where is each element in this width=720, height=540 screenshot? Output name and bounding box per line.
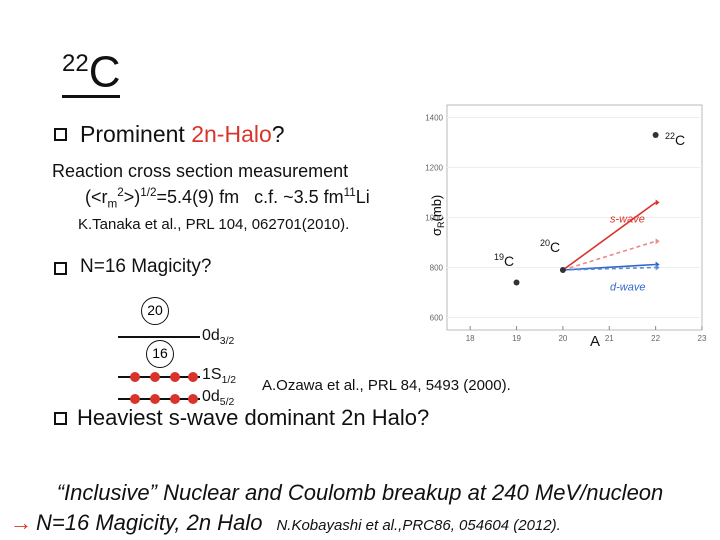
footer-line: → N=16 Magicity, 2n Halo N.Kobayashi et al… <box>10 510 561 536</box>
y-axis-label: σR(mb) <box>429 195 446 236</box>
x-tick-label: 18 <box>466 334 475 343</box>
text: (<r <box>85 187 108 207</box>
level-label: 1S1/2 <box>202 366 236 386</box>
nucleon <box>130 394 140 404</box>
bullet <box>54 128 67 141</box>
symbol: C <box>675 132 685 148</box>
x-tick-label: 19 <box>512 334 521 343</box>
bullet-text: Heaviest s-wave dominant 2n Halo? <box>77 405 430 430</box>
text: σ <box>429 228 444 236</box>
data-point <box>559 267 566 273</box>
text: Reaction cross section measurement <box>52 161 349 181</box>
sup: 11 <box>343 186 356 199</box>
x-axis-label: A <box>590 333 600 350</box>
text: ? <box>271 121 285 147</box>
text: 0d <box>202 388 220 405</box>
data-point <box>652 132 659 138</box>
sup: 2 <box>117 186 124 199</box>
line-end-marker <box>655 238 660 245</box>
level-label: 0d5/2 <box>202 388 234 408</box>
level-label: 0d3/2 <box>202 327 234 347</box>
sup: 1/2 <box>140 186 157 199</box>
bullet-text: Prominent 2n-Halo? <box>80 121 285 148</box>
x-tick-label: 22 <box>651 334 660 343</box>
mass: 20 <box>540 238 550 248</box>
text: (mb) <box>429 195 444 222</box>
nucleon <box>150 394 160 404</box>
sub: 1/2 <box>221 375 237 387</box>
highlight: 2n-Halo <box>191 121 272 147</box>
text: >) <box>123 187 141 207</box>
y-tick-label: 600 <box>430 314 444 323</box>
sub: 5/2 <box>219 397 235 409</box>
footer-line: “Inclusive” Nuclear and Coulomb breakup … <box>56 480 664 505</box>
text: =5.4(9) fm c.f. ~3.5 fm <box>156 187 344 207</box>
sub: R <box>436 221 446 228</box>
x-tick-label: 21 <box>605 334 614 343</box>
level-line <box>118 336 200 338</box>
mass: 22 <box>665 131 675 141</box>
nucleon <box>130 372 140 382</box>
nucleon <box>170 372 180 382</box>
mass: 19 <box>494 252 504 262</box>
data-point <box>513 279 520 286</box>
symbol: C <box>88 47 121 97</box>
point-label: 19C <box>494 252 514 269</box>
text: N=16 Magicity, 2n Halo <box>36 510 263 535</box>
magic-number: 20 <box>141 297 169 325</box>
reference: K.Tanaka et al., PRL 104, 062701(2010). <box>78 216 350 233</box>
mass: 22 <box>62 50 89 77</box>
nucleon <box>188 372 198 382</box>
y-tick-label: 1000 <box>425 214 443 223</box>
line <box>562 240 656 271</box>
x-tick-label: 20 <box>558 334 567 343</box>
nucleon <box>188 394 198 404</box>
series-label: d-wave <box>610 282 645 294</box>
series-label: s-wave <box>610 214 645 226</box>
line-end-marker <box>655 264 660 271</box>
symbol: C <box>504 253 514 269</box>
bullet <box>54 262 67 275</box>
x-tick-label: 23 <box>698 334 707 343</box>
nucleon <box>150 372 160 382</box>
y-tick-label: 1400 <box>425 114 443 123</box>
text: Prominent <box>80 121 192 147</box>
y-tick-label: 800 <box>430 264 444 273</box>
sub: m <box>107 197 118 211</box>
magic-number: 16 <box>146 340 174 368</box>
text: 0d <box>202 327 220 344</box>
slide-title: 22C <box>62 42 121 98</box>
line-end-marker <box>655 199 660 206</box>
arrow: → <box>10 510 32 535</box>
line <box>562 201 657 271</box>
bullet <box>54 412 67 425</box>
point-label: 20C <box>540 238 560 255</box>
point-label: 22C <box>665 131 685 148</box>
y-tick-label: 1200 <box>425 164 443 173</box>
symbol: C <box>550 239 560 255</box>
reference: N.Kobayashi et al.,PRC86, 054604 (2012). <box>276 517 561 534</box>
reference: A.Ozawa et al., PRL 84, 5493 (2000). <box>262 377 511 394</box>
line <box>562 266 656 271</box>
text: Li <box>355 187 370 207</box>
nucleon <box>170 394 180 404</box>
bullet-text: N=16 Magicity? <box>80 256 212 277</box>
sub: 3/2 <box>219 336 235 348</box>
text: 1S <box>202 366 222 383</box>
formula: (<rm2>)1/2=5.4(9) fm c.f. ~3.5 fm11Li <box>85 186 370 211</box>
